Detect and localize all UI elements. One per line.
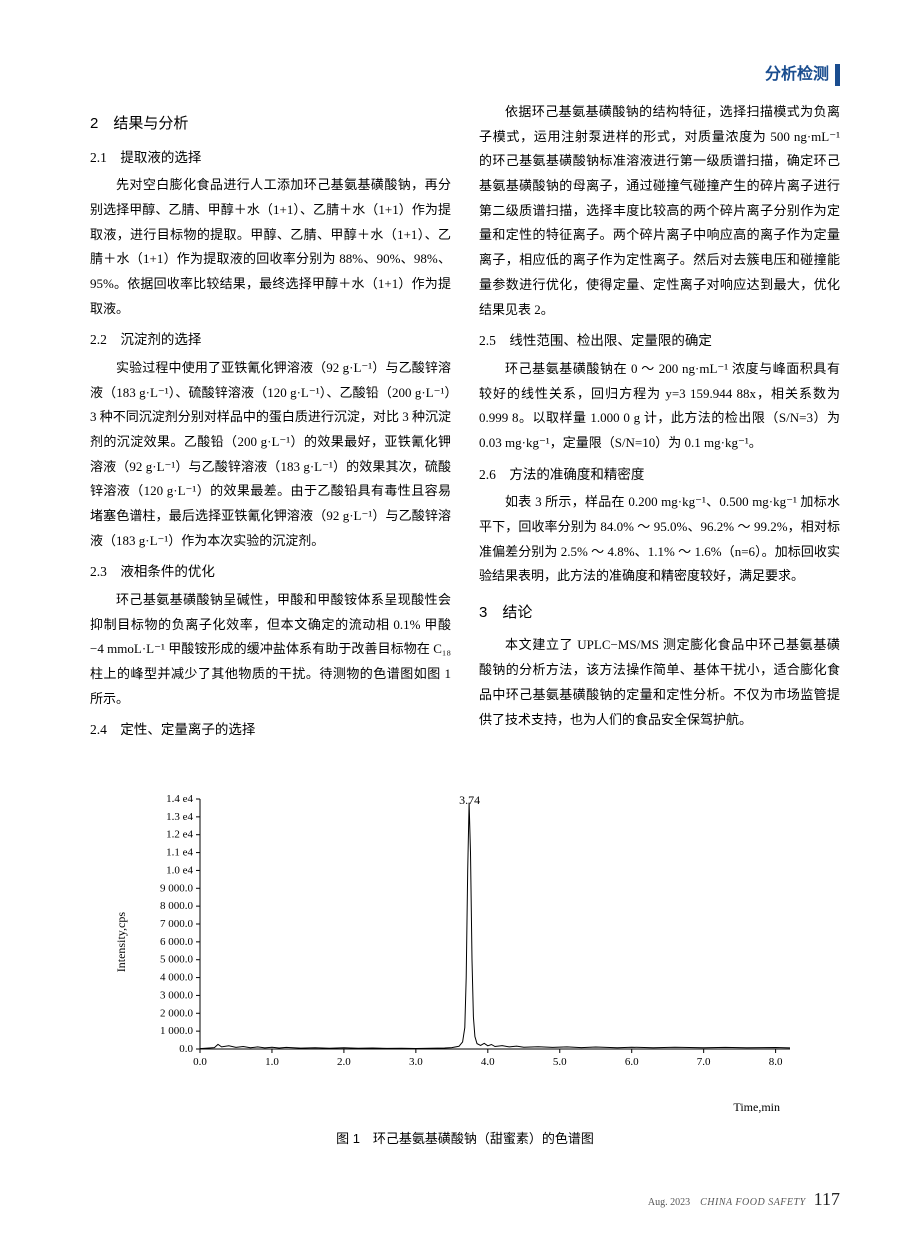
svg-text:1.0: 1.0 [265, 1056, 279, 1068]
para-2-4: 依据环己基氨基磺酸钠的结构特征，选择扫描模式为负离子模式，运用注射泵进样的形式，… [479, 100, 840, 322]
section-3-heading: 3 结论 [479, 599, 840, 628]
svg-text:2.0: 2.0 [337, 1056, 351, 1068]
para-2-1: 先对空白膨化食品进行人工添加环己基氨基磺酸钠，再分别选择甲醇、乙腈、甲醇＋水（1… [90, 173, 451, 321]
footer-date: Aug. 2023 [648, 1193, 690, 1212]
section-2-6-heading: 2.6 方法的准确度和精密度 [479, 462, 840, 488]
svg-text:8 000.0: 8 000.0 [160, 900, 194, 912]
header-category-text: 分析检测 [765, 60, 829, 90]
svg-text:5 000.0: 5 000.0 [160, 954, 194, 966]
svg-text:5.0: 5.0 [553, 1056, 567, 1068]
para-2-6: 如表 3 所示，样品在 0.200 mg·kg⁻¹、0.500 mg·kg⁻¹ … [479, 490, 840, 589]
page-footer: Aug. 2023 CHINA FOOD SAFETY 117 [0, 1152, 920, 1246]
para-3: 本文建立了 UPLC−MS/MS 测定膨化食品中环己基氨基磺酸钠的分析方法，该方… [479, 633, 840, 732]
header-category-bar [835, 64, 840, 86]
section-2-2-heading: 2.2 沉淀剂的选择 [90, 327, 451, 353]
svg-text:1 000.0: 1 000.0 [160, 1025, 194, 1037]
chart-y-label: Intensity,cps [110, 912, 133, 972]
svg-text:1.0 e4: 1.0 e4 [166, 865, 193, 877]
svg-text:3.0: 3.0 [409, 1056, 423, 1068]
svg-text:6.0: 6.0 [625, 1056, 639, 1068]
svg-text:1.3 e4: 1.3 e4 [166, 811, 193, 823]
svg-text:7.0: 7.0 [697, 1056, 711, 1068]
figure-1-caption: 图 1 环己基氨基磺酸钠（甜蜜素）的色谱图 [90, 1127, 840, 1152]
svg-text:1.2 e4: 1.2 e4 [166, 829, 193, 841]
peak-label: 3.74 [459, 789, 480, 812]
svg-text:0.0: 0.0 [193, 1056, 207, 1068]
svg-text:1.1 e4: 1.1 e4 [166, 847, 193, 859]
svg-text:1.4 e4: 1.4 e4 [166, 793, 193, 805]
svg-text:2 000.0: 2 000.0 [160, 1007, 194, 1019]
header-category: 分析检测 [765, 60, 840, 90]
section-2-4-heading: 2.4 定性、定量离子的选择 [90, 717, 451, 743]
figure-1: Intensity,cps 0.0 1 000.0 2 000.0 3 000.0 4 … [0, 789, 920, 1151]
footer-page-number: 117 [814, 1182, 840, 1216]
section-2-3-heading: 2.3 液相条件的优化 [90, 559, 451, 585]
svg-text:4.0: 4.0 [481, 1056, 495, 1068]
svg-text:8.0: 8.0 [769, 1056, 783, 1068]
footer-journal: CHINA FOOD SAFETY [700, 1193, 806, 1212]
svg-text:6 000.0: 6 000.0 [160, 936, 194, 948]
svg-text:3 000.0: 3 000.0 [160, 990, 194, 1002]
chromatogram-chart: 0.0 1 000.0 2 000.0 3 000.0 4 000.0 5 000.0 6 … [130, 789, 810, 1094]
svg-text:0.0: 0.0 [179, 1043, 193, 1055]
svg-text:9 000.0: 9 000.0 [160, 882, 194, 894]
svg-text:4 000.0: 4 000.0 [160, 972, 194, 984]
section-2-heading: 2 结果与分析 [90, 110, 451, 139]
section-2-1-heading: 2.1 提取液的选择 [90, 145, 451, 171]
svg-text:7 000.0: 7 000.0 [160, 918, 194, 930]
para-2-3: 环己基氨基磺酸钠呈碱性，甲酸和甲酸铵体系呈现酸性会抑制目标物的负离子化效率，但本… [90, 588, 451, 711]
chart-x-label: Time,min [90, 1096, 780, 1119]
section-2-5-heading: 2.5 线性范围、检出限、定量限的确定 [479, 328, 840, 354]
para-2-2: 实验过程中使用了亚铁氰化钾溶液（92 g·L⁻¹）与乙酸锌溶液（183 g·L⁻… [90, 356, 451, 554]
para-2-5: 环己基氨基磺酸钠在 0 ～ 200 ng·mL⁻¹ 浓度与峰面积具有较好的线性关… [479, 357, 840, 456]
